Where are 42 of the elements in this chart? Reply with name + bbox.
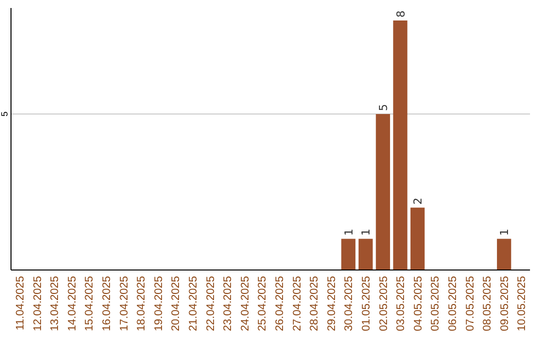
x-tick-label: 18.04.2025 bbox=[136, 276, 148, 332]
x-tick-label: 24.04.2025 bbox=[239, 276, 252, 332]
data-label: 5 bbox=[376, 104, 390, 112]
x-tick-label: 13.04.2025 bbox=[49, 276, 62, 332]
x-tick-label: 21.04.2025 bbox=[188, 276, 200, 332]
bar bbox=[393, 20, 408, 270]
bar bbox=[410, 208, 425, 270]
x-tick-label: 07.05.2025 bbox=[464, 276, 476, 332]
x-tick-label: 14.04.2025 bbox=[66, 276, 78, 332]
data-label: 1 bbox=[360, 228, 373, 236]
x-tick-label: 11.04.2025 bbox=[14, 276, 26, 330]
x-tick-label: 16.04.2025 bbox=[101, 276, 113, 332]
x-tick-label: 28.04.2025 bbox=[308, 276, 321, 332]
x-tick-label: 25.04.2025 bbox=[256, 276, 269, 332]
x-tick-label: 04.05.2025 bbox=[412, 276, 424, 332]
data-label: 2 bbox=[412, 198, 425, 205]
bar bbox=[496, 238, 512, 270]
x-tick-label: 09.05.2025 bbox=[498, 276, 511, 332]
x-tick-label: 02.05.2025 bbox=[378, 276, 390, 332]
x-tick-label: 12.04.2025 bbox=[32, 276, 44, 332]
data-label: 8 bbox=[394, 10, 408, 18]
x-tick-label: 10.05.2025 bbox=[516, 276, 528, 332]
x-tick-label: 06.05.2025 bbox=[447, 276, 459, 332]
x-tick-label: 19.04.2025 bbox=[152, 276, 165, 332]
x-tick-label: 01.05.2025 bbox=[360, 276, 372, 332]
bar bbox=[376, 114, 390, 270]
x-tick-label: 29.04.2025 bbox=[326, 276, 338, 332]
x-tick-label: 22.04.2025 bbox=[204, 276, 217, 332]
x-tick-label: 17.04.2025 bbox=[118, 276, 130, 332]
data-label: 1 bbox=[498, 228, 512, 236]
x-tick-label: 05.05.2025 bbox=[430, 276, 442, 332]
x-tick-label: 27.04.2025 bbox=[291, 276, 304, 332]
x-tick-label: 20.04.2025 bbox=[170, 276, 182, 332]
bar bbox=[341, 238, 356, 270]
x-tick-label: 23.04.2025 bbox=[222, 276, 234, 332]
x-tick-label: 30.04.2025 bbox=[343, 276, 356, 332]
bar bbox=[358, 238, 373, 270]
data-label: 1 bbox=[342, 228, 356, 236]
x-tick-label: 15.04.2025 bbox=[84, 276, 96, 332]
x-tick-label: 08.05.2025 bbox=[482, 276, 494, 332]
x-tick-label: 03.05.2025 bbox=[395, 276, 408, 332]
x-tick-label: 26.04.2025 bbox=[274, 276, 286, 332]
